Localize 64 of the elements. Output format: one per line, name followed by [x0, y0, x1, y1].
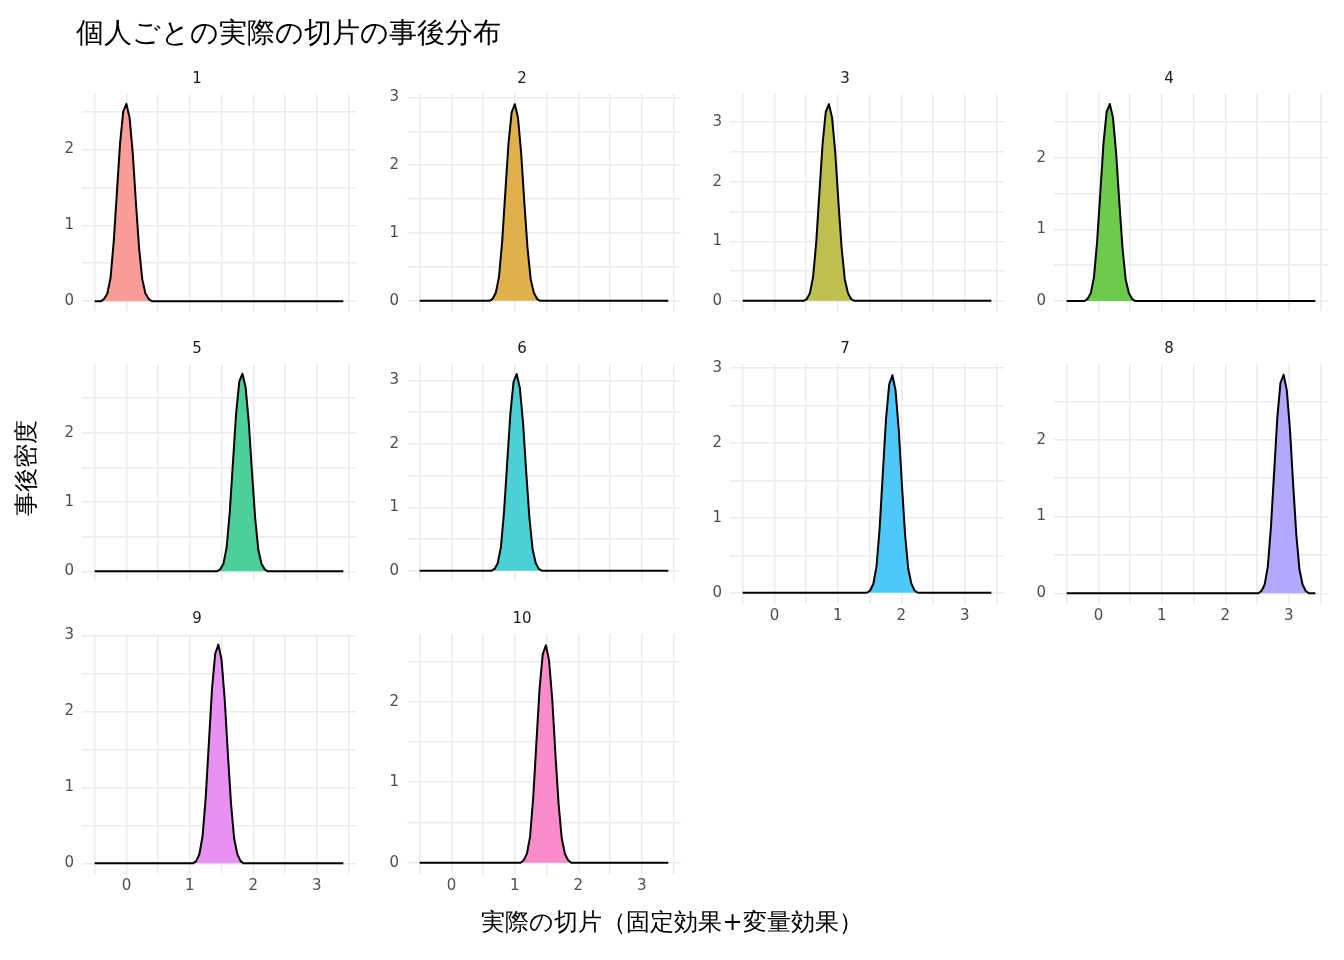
x-tick-label: 0 [446, 875, 457, 894]
chart-title: 7 [840, 338, 850, 357]
x-tick-label: 1 [185, 875, 195, 894]
y-tick-label: 1 [389, 497, 399, 516]
chart-title: 2 [517, 68, 527, 87]
y-tick-label: 0 [64, 561, 74, 580]
y-tick-label: 0 [389, 290, 399, 309]
y-tick-label: 2 [389, 433, 399, 452]
x-tick-label: 1 [510, 875, 520, 894]
x-tick-label: 3 [959, 605, 970, 624]
y-tick-label: 1 [389, 772, 399, 791]
chart-title: 1 [192, 68, 202, 87]
y-tick-label: 2 [64, 139, 74, 158]
chart-title: 10 [512, 608, 532, 627]
y-tick-label: 1 [64, 491, 74, 510]
y-tick-label: 1 [389, 222, 399, 241]
chart-title: 9 [192, 608, 202, 627]
x-tick-label: 3 [636, 875, 647, 894]
y-tick-label: 3 [389, 87, 399, 106]
x-axis-title: 実際の切片（固定効果+変量効果） [480, 907, 864, 938]
text: 個人ごとの実際の切片の事後分布 [76, 15, 501, 51]
y-tick-label: 1 [64, 215, 74, 234]
x-tick-label: 2 [248, 875, 259, 894]
y-tick-label: 0 [712, 290, 722, 309]
y-tick-label: 0 [64, 291, 74, 310]
y-tick-label: 0 [389, 560, 399, 579]
x-tick-label: 2 [896, 605, 907, 624]
x-tick-label: 3 [1283, 605, 1294, 624]
y-tick-label: 1 [712, 231, 722, 250]
x-tick-label: 0 [769, 605, 780, 624]
y-tick-label: 3 [64, 625, 74, 644]
y-tick-label: 1 [1036, 219, 1046, 238]
y-tick-label: 2 [389, 691, 399, 710]
y-tick-label: 1 [64, 777, 74, 796]
y-tick-label: 3 [712, 111, 722, 130]
y-tick-label: 0 [1036, 290, 1046, 309]
chart-title: 6 [517, 338, 527, 357]
x-tick-label: 2 [1220, 605, 1231, 624]
x-tick-label: 3 [311, 875, 322, 894]
y-tick-label: 3 [389, 370, 399, 389]
chart-title: 4 [1164, 68, 1174, 87]
x-tick-label: 1 [833, 605, 843, 624]
y-tick-label: 1 [712, 507, 722, 526]
y-tick-label: 2 [64, 422, 74, 441]
y-tick-label: 0 [389, 852, 399, 871]
y-tick-label: 3 [712, 357, 722, 376]
y-tick-label: 0 [64, 853, 74, 872]
x-tick-label: 0 [1093, 605, 1104, 624]
y-tick-label: 2 [712, 432, 722, 451]
x-tick-label: 0 [121, 875, 132, 894]
chart-title: 3 [840, 68, 850, 87]
y-tick-label: 2 [1036, 429, 1046, 448]
y-tick-label: 2 [389, 155, 399, 174]
y-tick-label: 0 [1036, 583, 1046, 602]
x-tick-label: 1 [1157, 605, 1167, 624]
y-axis-title: 事後密度 [11, 420, 41, 516]
chart-title: 8 [1164, 338, 1174, 357]
x-tick-label: 2 [573, 875, 584, 894]
chart-title: 5 [192, 338, 202, 357]
y-tick-label: 0 [712, 582, 722, 601]
y-tick-label: 2 [1036, 147, 1046, 166]
y-tick-label: 2 [64, 701, 74, 720]
y-tick-label: 1 [1036, 506, 1046, 525]
y-tick-label: 2 [712, 171, 722, 190]
